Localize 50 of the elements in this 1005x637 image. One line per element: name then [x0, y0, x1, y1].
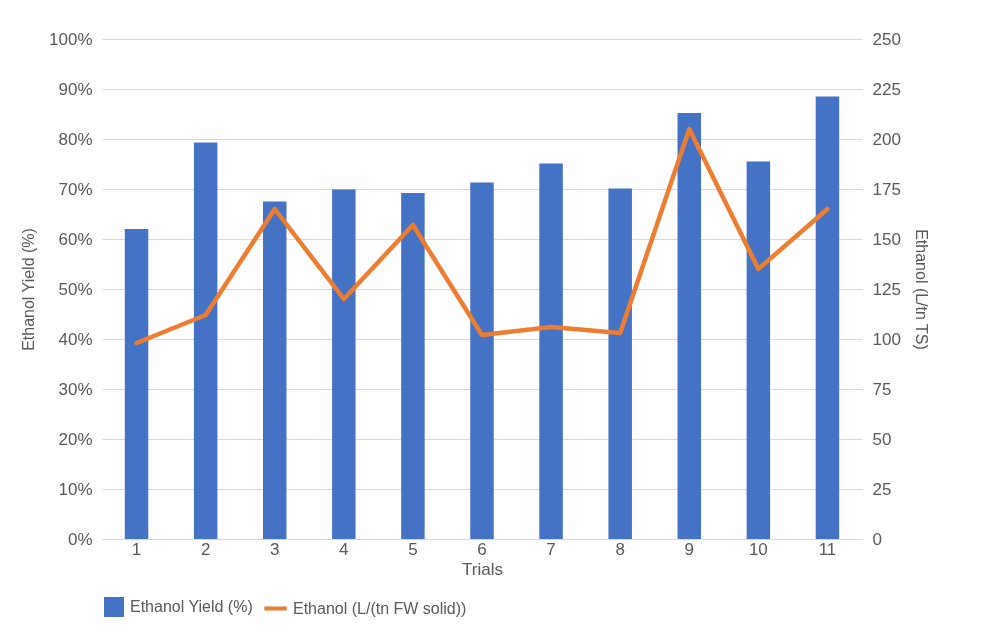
x-axis-title: Trials	[462, 559, 503, 579]
y-tick-label: 20%	[58, 429, 93, 449]
y2-tick-label: 150	[872, 229, 901, 249]
y2-tick-label: 250	[872, 29, 901, 49]
y2-tick-label: 225	[872, 79, 901, 99]
y-tick-label: 50%	[58, 279, 93, 299]
y2-tick-label: 175	[872, 179, 901, 199]
y2-tick-label: 75	[872, 379, 892, 399]
y-tick-label: 10%	[58, 479, 93, 499]
bar	[193, 142, 218, 539]
bar	[539, 163, 563, 539]
y-tick-label: 40%	[58, 329, 93, 349]
x-tick-label: 6	[477, 539, 487, 559]
x-tick-label: 11	[818, 539, 837, 559]
bar	[262, 201, 287, 539]
x-tick-label: 7	[546, 539, 556, 559]
x-tick-label: 5	[408, 539, 418, 559]
y-axis-title: Ethanol Yield (%)	[20, 228, 38, 351]
y-tick-label: 100%	[49, 29, 93, 49]
y-tick-label: 60%	[58, 229, 93, 249]
x-tick-label: 1	[131, 539, 142, 559]
y-tick-label: 80%	[58, 129, 93, 149]
x-tick-label: 8	[615, 539, 625, 559]
legend-label: Ethanol (L/(tn FW solid))	[293, 599, 467, 617]
x-tick-label: 2	[200, 539, 211, 559]
y2-tick-label: 25	[872, 479, 892, 499]
y-tick-label: 70%	[58, 179, 93, 199]
y2-axis-title: Ethanol (L/tn TS)	[912, 229, 930, 350]
bar	[746, 161, 771, 539]
x-tick-label: 4	[339, 539, 349, 559]
y2-tick-label: 50	[872, 429, 892, 449]
y2-tick-label: 0	[872, 529, 882, 549]
bar	[401, 193, 425, 539]
y2-tick-label: 100	[872, 329, 901, 349]
y-tick-label: 0%	[67, 529, 93, 549]
x-tick-label: 3	[269, 539, 280, 559]
bar	[470, 182, 494, 539]
legend-label: Ethanol Yield (%)	[130, 598, 253, 615]
y-tick-label: 90%	[58, 79, 93, 99]
bar	[815, 96, 840, 539]
line-series	[134, 126, 830, 346]
bar	[124, 229, 149, 539]
x-tick-label: 10	[748, 539, 768, 559]
bar	[608, 188, 632, 539]
y2-tick-label: 200	[872, 129, 901, 149]
y-tick-label: 30%	[58, 379, 93, 399]
x-tick-label: 9	[684, 539, 695, 559]
bar	[332, 189, 356, 539]
y2-tick-label: 125	[872, 279, 901, 299]
bar	[677, 113, 702, 539]
